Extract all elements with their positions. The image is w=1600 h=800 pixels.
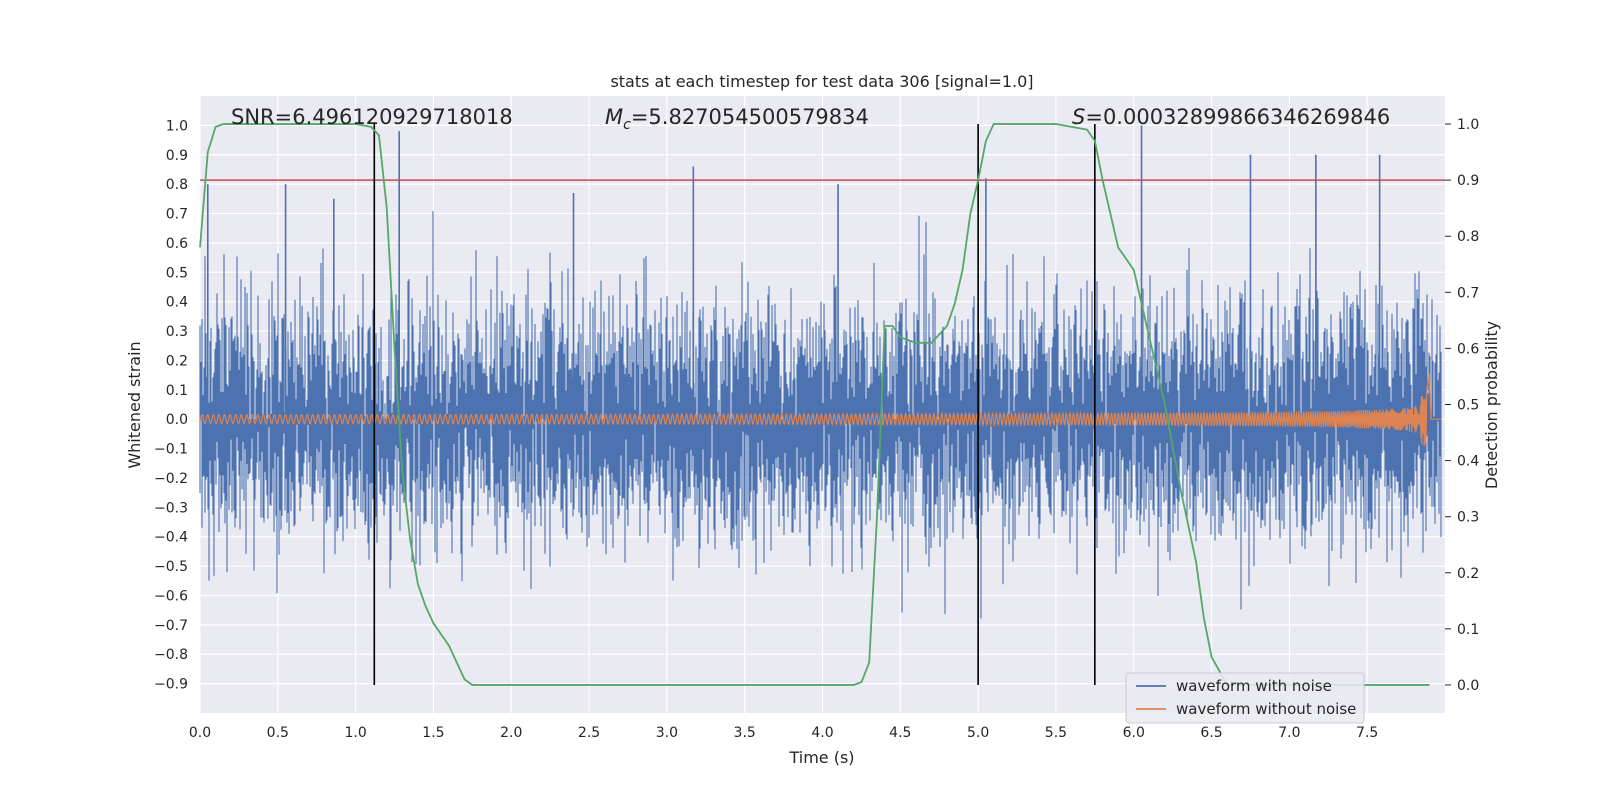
y-tick-label: −0.3 [154,500,188,516]
y-tick-label: −0.6 [154,588,188,604]
y-tick-label: −0.9 [154,677,188,693]
legend-box [1125,672,1365,724]
right-tick-label: 0.5 [1457,398,1479,414]
x-tick-label: 1.0 [344,725,366,741]
s-value: =0.00032899866346269846 [1085,105,1390,129]
x-tick-label: 1.5 [422,725,444,741]
right-tick-label: 0.0 [1457,678,1479,694]
y-tick-label: 0.0 [166,412,188,428]
x-tick-label: 5.0 [967,725,989,741]
x-tick-label: 3.0 [656,725,678,741]
right-tick-label: 0.4 [1457,454,1479,470]
clean-waveform-series [199,373,1442,447]
x-tick-label: 2.5 [578,725,600,741]
y-axis-label: Whitened strain [125,341,144,468]
y-tick-label: −0.4 [154,530,188,546]
x-tick-label: 7.0 [1278,725,1300,741]
right-tick-label: 0.3 [1457,510,1479,526]
right-tick-label: 0.6 [1457,341,1479,357]
y-tick-label: 0.9 [166,148,188,164]
vertical-markers [200,124,1445,685]
y-tick-label: −0.2 [154,471,188,487]
right-tick-label: 0.7 [1457,285,1479,301]
y-tick-label: 0.8 [166,177,188,193]
x-axis-ticks: 0.0 0.5 1.0 1.5 2.0 2.5 3.0 3.5 4.0 4.5 5.0 5.5 6.0 6… [189,725,1378,741]
probability-series [199,123,1430,686]
probability-line [199,123,1430,686]
y-axis-ticks: 1.0 0.9 0.8 0.7 0.6 0.5 0.4 0.3 0.2 0.1 0.0 −0.1 −0.… [154,118,188,692]
x-tick-label: 6.0 [1123,725,1145,741]
s-symbol: S [1072,105,1085,129]
x-tick-label: 6.5 [1200,725,1222,741]
y-tick-label: −0.5 [154,559,188,575]
y-tick-label: 0.5 [166,265,188,281]
chirp-mass-subscript: c [623,117,631,133]
y-tick-label: 0.6 [166,236,188,252]
x-tick-label: 2.0 [500,725,522,741]
snr-annotation: SNR=6.496120929718018 [231,105,513,129]
clean-waveform-line [199,373,1442,447]
y-tick-label: 0.4 [166,295,188,311]
x-tick-label: 4.5 [889,725,911,741]
chirp-mass-annotation: Mc=5.827054500579834 [605,105,869,133]
right-tick-label: 0.8 [1457,229,1479,245]
right-axis-ticks: 1.0 0.9 0.8 0.7 0.6 0.5 0.4 0.3 0.2 0.1 0.0 [1445,117,1479,694]
y-tick-label: −0.8 [154,647,188,663]
s-annotation: S=0.00032899866346269846 [1072,105,1390,129]
x-axis-label: Time (s) [788,748,854,767]
x-tick-label: 0.0 [189,725,211,741]
y-tick-label: −0.7 [154,618,188,634]
legend-label-clean: waveform without noise [1176,700,1356,718]
right-tick-label: 1.0 [1457,117,1479,133]
y-tick-label: 0.2 [166,353,188,369]
x-tick-label: 0.5 [267,725,289,741]
y-tick-label: −0.1 [154,442,188,458]
right-tick-label: 0.2 [1457,566,1479,582]
right-tick-label: 0.1 [1457,622,1479,638]
y-tick-label: 0.3 [166,324,188,340]
x-tick-label: 7.5 [1356,725,1378,741]
right-axis-label: Detection probability [1482,321,1501,489]
chart-title: stats at each timestep for test data 306… [610,72,1033,91]
legend: waveform with noise waveform without noi… [1125,672,1365,724]
x-tick-label: 3.5 [734,725,756,741]
x-tick-label: 5.5 [1045,725,1067,741]
legend-label-noise: waveform with noise [1176,677,1332,695]
y-tick-label: 1.0 [166,118,188,134]
right-tick-label: 0.9 [1457,173,1479,189]
x-tick-label: 4.0 [811,725,833,741]
chirp-mass-value: =5.827054500579834 [631,105,869,129]
y-tick-label: 0.1 [166,383,188,399]
chirp-mass-symbol: M [605,105,623,129]
y-tick-label: 0.7 [166,207,188,223]
